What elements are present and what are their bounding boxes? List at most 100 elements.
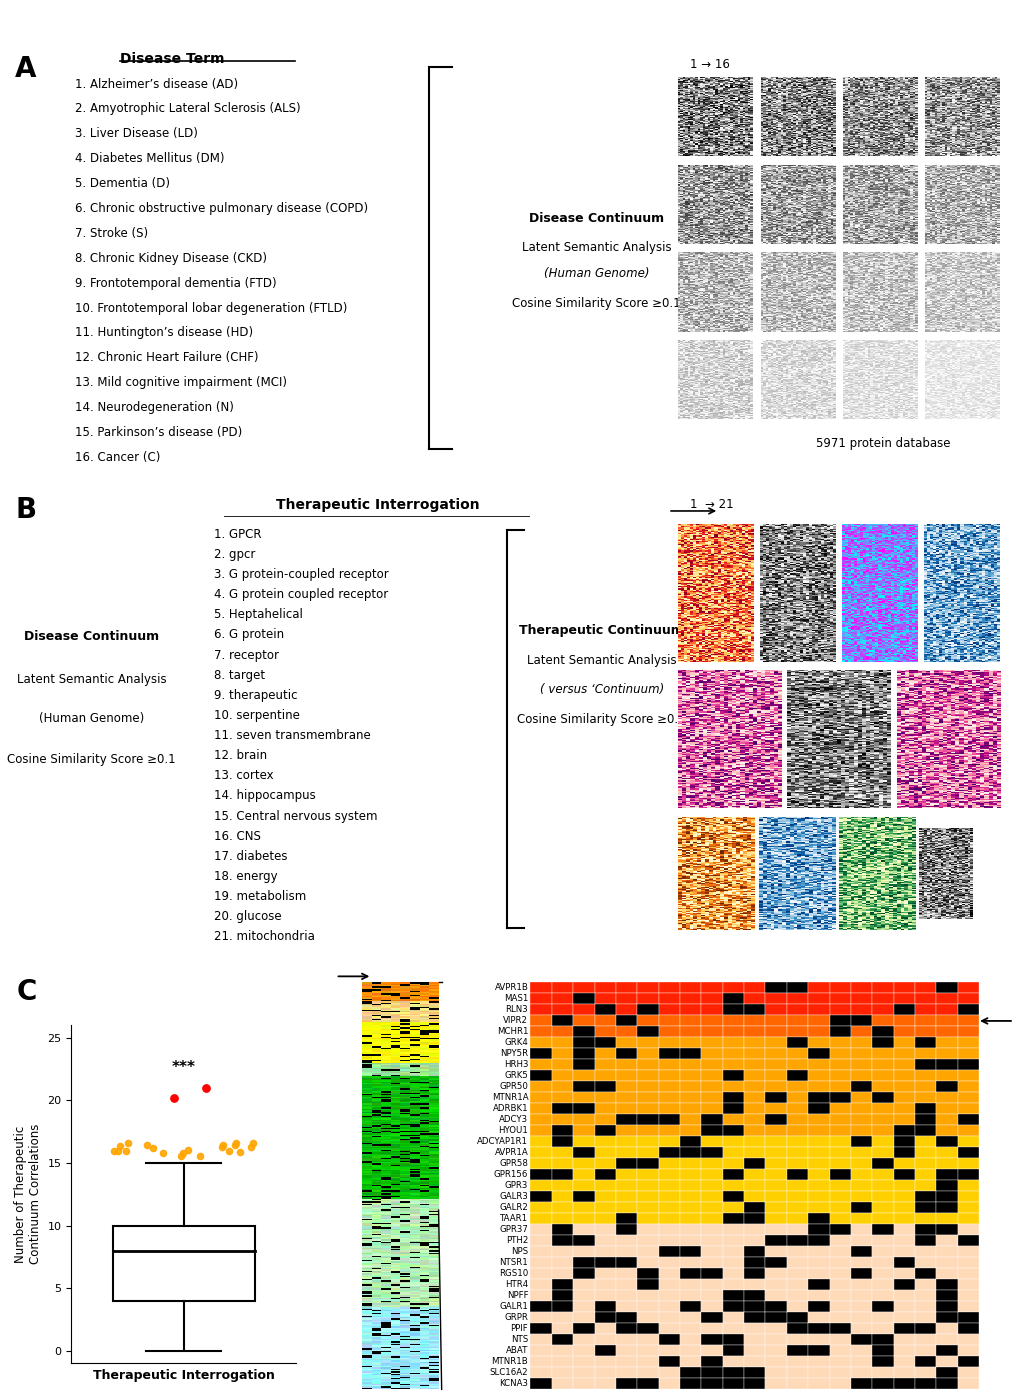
- Bar: [680, 1137, 701, 1148]
- Bar: [786, 1257, 807, 1268]
- Text: MCHR1: MCHR1: [496, 1028, 528, 1036]
- Bar: [615, 1015, 637, 1026]
- Text: SLC16A2: SLC16A2: [489, 1369, 528, 1377]
- Bar: [850, 1037, 871, 1048]
- Bar: [615, 1279, 637, 1290]
- Bar: [637, 1148, 658, 1158]
- Bar: [744, 1236, 764, 1246]
- Bar: [828, 1137, 850, 1148]
- Bar: [722, 1103, 744, 1114]
- Bar: [957, 1092, 978, 1103]
- Text: 2. gpcr: 2. gpcr: [214, 548, 255, 561]
- Bar: [807, 1060, 828, 1069]
- Bar: [914, 1246, 935, 1257]
- Bar: [893, 1334, 914, 1345]
- Bar: [935, 1367, 957, 1378]
- Bar: [744, 1345, 764, 1356]
- Bar: [722, 1246, 744, 1257]
- Bar: [807, 981, 828, 993]
- Bar: [530, 1313, 551, 1324]
- Bar: [828, 1378, 850, 1390]
- Bar: [573, 1191, 594, 1202]
- Bar: [658, 1225, 680, 1236]
- Bar: [807, 993, 828, 1004]
- Bar: [615, 1092, 637, 1103]
- Bar: [551, 1092, 573, 1103]
- Bar: [893, 981, 914, 993]
- Bar: [701, 1345, 722, 1356]
- Bar: [530, 1060, 551, 1069]
- Bar: [935, 1246, 957, 1257]
- Bar: [914, 1180, 935, 1191]
- Bar: [658, 1367, 680, 1378]
- Bar: [893, 1037, 914, 1048]
- Bar: [658, 1246, 680, 1257]
- Bar: [594, 1213, 615, 1225]
- Text: PPIF: PPIF: [511, 1324, 528, 1334]
- Bar: [893, 1356, 914, 1367]
- Bar: [551, 1257, 573, 1268]
- Bar: [914, 1202, 935, 1213]
- Bar: [637, 1069, 658, 1081]
- Bar: [957, 1081, 978, 1092]
- Bar: [828, 1257, 850, 1268]
- Bar: [573, 1060, 594, 1069]
- Bar: [551, 1114, 573, 1125]
- Bar: [530, 993, 551, 1004]
- Bar: [722, 1279, 744, 1290]
- Bar: [850, 1334, 871, 1345]
- Bar: [744, 1202, 764, 1213]
- Bar: [764, 1048, 786, 1060]
- Text: Cosine Similarity Score ≥0.1: Cosine Similarity Score ≥0.1: [517, 713, 686, 726]
- Bar: [957, 981, 978, 993]
- Bar: [935, 1048, 957, 1060]
- Bar: [594, 1246, 615, 1257]
- Bar: [615, 1268, 637, 1279]
- Bar: [680, 1246, 701, 1257]
- Bar: [828, 1004, 850, 1015]
- Bar: [701, 1313, 722, 1324]
- Y-axis label: Number of Therapeutic
Continuum Correlations: Number of Therapeutic Continuum Correlat…: [14, 1124, 42, 1265]
- Text: Latent Semantic Analysis: Latent Semantic Analysis: [522, 240, 671, 254]
- Text: 3. G protein-coupled receptor: 3. G protein-coupled receptor: [214, 568, 388, 582]
- Text: ADCY3: ADCY3: [498, 1116, 528, 1124]
- Bar: [871, 1060, 893, 1069]
- Text: TAAR1: TAAR1: [499, 1215, 528, 1223]
- Bar: [850, 1302, 871, 1313]
- X-axis label: Therapeutic Interrogation: Therapeutic Interrogation: [93, 1369, 274, 1381]
- Bar: [658, 1026, 680, 1037]
- Bar: [551, 1191, 573, 1202]
- Bar: [551, 1037, 573, 1048]
- Bar: [530, 1334, 551, 1345]
- Bar: [658, 1081, 680, 1092]
- Bar: [658, 1048, 680, 1060]
- Point: [111, 1135, 127, 1158]
- Bar: [680, 1279, 701, 1290]
- Bar: [764, 981, 786, 993]
- Bar: [530, 1180, 551, 1191]
- Bar: [722, 1081, 744, 1092]
- Text: 5. Dementia (D): 5. Dementia (D): [74, 178, 169, 190]
- Bar: [722, 1092, 744, 1103]
- Bar: [573, 1268, 594, 1279]
- Bar: [637, 1302, 658, 1313]
- Bar: [680, 1114, 701, 1125]
- Bar: [530, 1015, 551, 1026]
- Bar: [935, 1334, 957, 1345]
- Bar: [764, 1202, 786, 1213]
- Bar: [722, 1334, 744, 1345]
- Bar: [828, 1313, 850, 1324]
- Bar: [828, 1345, 850, 1356]
- Point: [220, 1141, 236, 1163]
- Text: GPR3: GPR3: [504, 1181, 528, 1190]
- Bar: [615, 1367, 637, 1378]
- Bar: [957, 993, 978, 1004]
- Bar: [615, 1103, 637, 1114]
- Bar: [573, 1158, 594, 1169]
- Bar: [701, 981, 722, 993]
- Bar: [957, 1356, 978, 1367]
- Text: Therapeutic Interrogation: Therapeutic Interrogation: [275, 498, 479, 512]
- Bar: [573, 1236, 594, 1246]
- Bar: [871, 1236, 893, 1246]
- Bar: [573, 1213, 594, 1225]
